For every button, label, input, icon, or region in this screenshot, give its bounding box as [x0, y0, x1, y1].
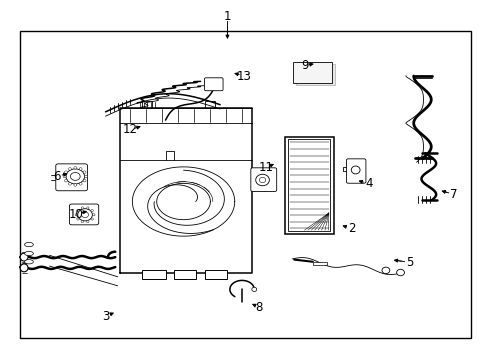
Bar [20, 31, 470, 338]
Ellipse shape [68, 183, 71, 185]
Ellipse shape [20, 264, 28, 272]
Text: 4: 4 [365, 177, 372, 190]
Ellipse shape [91, 210, 93, 212]
Text: 6: 6 [53, 170, 61, 183]
Ellipse shape [74, 167, 77, 169]
Ellipse shape [251, 287, 256, 292]
Ellipse shape [91, 218, 93, 220]
Ellipse shape [78, 209, 92, 221]
Ellipse shape [381, 267, 389, 274]
Ellipse shape [77, 218, 79, 220]
Text: 10: 10 [69, 208, 83, 221]
Ellipse shape [81, 212, 88, 218]
Ellipse shape [255, 174, 269, 186]
Bar [296, 64, 334, 85]
Ellipse shape [79, 168, 82, 170]
Ellipse shape [83, 180, 86, 182]
FancyBboxPatch shape [56, 164, 87, 191]
Ellipse shape [70, 172, 80, 180]
Ellipse shape [350, 166, 359, 174]
Ellipse shape [79, 183, 82, 185]
Ellipse shape [75, 214, 77, 216]
Ellipse shape [77, 210, 79, 212]
Ellipse shape [83, 171, 86, 174]
Ellipse shape [63, 175, 66, 178]
FancyBboxPatch shape [346, 159, 365, 183]
Ellipse shape [84, 175, 87, 178]
Ellipse shape [64, 171, 67, 174]
Text: 5: 5 [406, 256, 413, 269]
Ellipse shape [74, 184, 77, 186]
Ellipse shape [86, 207, 89, 209]
Bar [312, 262, 327, 265]
Ellipse shape [86, 221, 89, 223]
Text: 11: 11 [259, 161, 273, 174]
Bar [288, 139, 330, 231]
Ellipse shape [81, 207, 83, 209]
Ellipse shape [396, 269, 404, 276]
Ellipse shape [24, 260, 33, 264]
FancyBboxPatch shape [204, 78, 223, 91]
Ellipse shape [24, 251, 33, 256]
FancyBboxPatch shape [69, 204, 99, 225]
Bar [205, 270, 227, 279]
Ellipse shape [92, 214, 95, 216]
Ellipse shape [64, 180, 67, 182]
Text: 2: 2 [347, 222, 355, 235]
Bar [293, 62, 331, 83]
Text: 8: 8 [255, 301, 262, 314]
Text: 1: 1 [223, 10, 231, 23]
Text: 7: 7 [449, 188, 457, 201]
Ellipse shape [66, 169, 84, 184]
FancyBboxPatch shape [250, 168, 276, 192]
Text: 13: 13 [237, 69, 251, 82]
Bar [142, 270, 166, 279]
Text: 12: 12 [122, 123, 137, 136]
Ellipse shape [68, 168, 71, 170]
Ellipse shape [20, 253, 28, 261]
Text: 3: 3 [102, 310, 109, 323]
Ellipse shape [24, 242, 33, 247]
Bar [173, 270, 195, 279]
Bar [285, 137, 333, 234]
Ellipse shape [81, 221, 83, 223]
Text: 9: 9 [301, 59, 308, 72]
Ellipse shape [259, 177, 265, 183]
